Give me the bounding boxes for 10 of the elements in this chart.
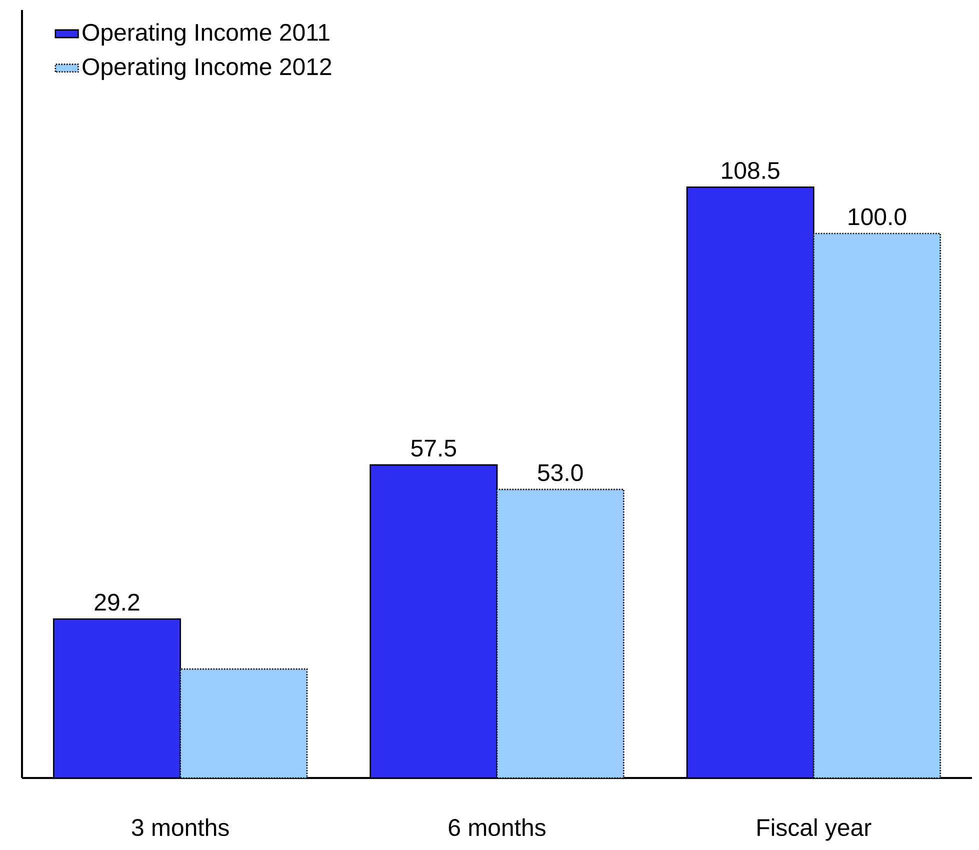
x-tick-label: 3 months [132, 818, 229, 836]
data-label: 100.0 [848, 208, 906, 226]
x-tick-label: 6 months [448, 818, 546, 836]
data-label: 29.2 [94, 594, 140, 611]
data-label: 53.0 [538, 464, 583, 482]
legend-label: Operating Income 2011 [82, 23, 330, 46]
data-label: 57.5 [411, 440, 456, 457]
data-label: 108.5 [722, 162, 780, 179]
x-tick-label: Fiscal year [758, 818, 872, 841]
legend-label: Operating Income 2012 [82, 58, 332, 80]
